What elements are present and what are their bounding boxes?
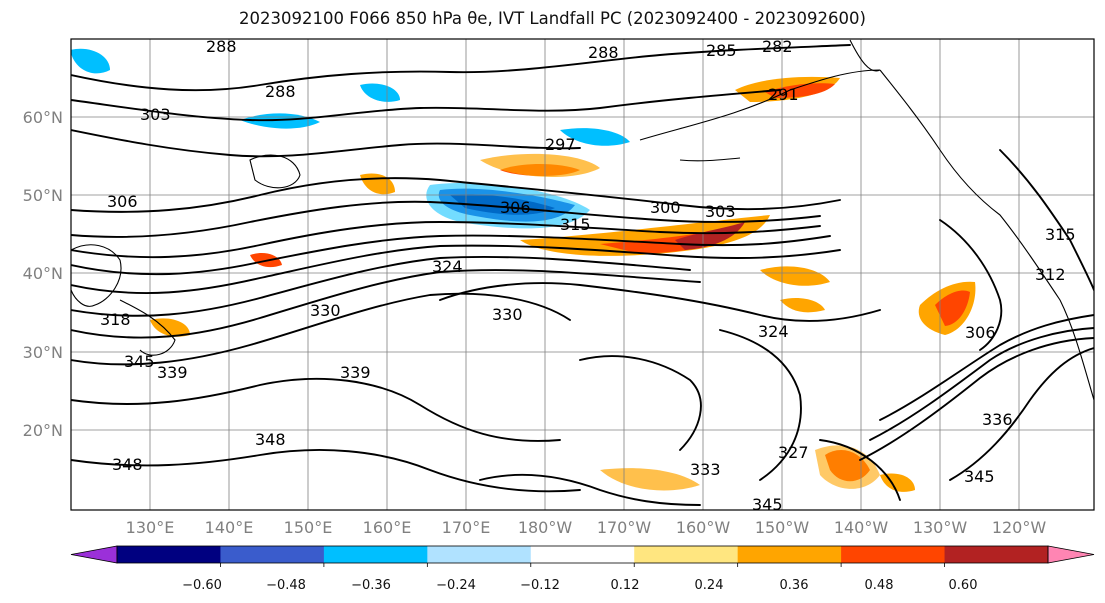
contour-label: 306 bbox=[500, 198, 531, 217]
colorbar-extend-min bbox=[70, 545, 118, 564]
lat-label: 30°N bbox=[23, 343, 63, 362]
colorbar-tick-label: 0.36 bbox=[780, 578, 809, 593]
colorbar-segment bbox=[530, 546, 635, 563]
colorbar-segment bbox=[220, 546, 325, 563]
longitude-labels: 130°E 140°E 150°E 160°E 170°E 180°W 170°… bbox=[126, 518, 1047, 537]
coastlines bbox=[71, 39, 1094, 401]
colorbar-segment bbox=[427, 546, 532, 563]
colorbar-labels: −0.60 −0.48 −0.36 −0.24 −0.12 0.12 0.24 … bbox=[182, 578, 977, 593]
colorbar-segment bbox=[323, 546, 428, 563]
lon-label: 170°E bbox=[442, 518, 491, 537]
lon-label: 170°W bbox=[597, 518, 652, 537]
lon-label: 120°W bbox=[992, 518, 1047, 537]
map-frame bbox=[70, 38, 1095, 511]
contour-label: 318 bbox=[100, 310, 131, 329]
contour-label: 315 bbox=[560, 215, 591, 234]
colorbar-segment bbox=[737, 546, 842, 563]
graticule bbox=[71, 39, 1094, 510]
lon-label: 130°W bbox=[913, 518, 968, 537]
contour-label: 303 bbox=[140, 105, 171, 124]
lat-label: 40°N bbox=[23, 264, 63, 283]
colorbar-outline bbox=[116, 545, 1049, 564]
colorbar-tick-label: −0.36 bbox=[351, 578, 391, 593]
contour-label: 291 bbox=[768, 85, 799, 104]
map-area bbox=[71, 39, 1094, 510]
contour-label: 306 bbox=[107, 192, 138, 211]
colorbar: −0.60 −0.48 −0.36 −0.24 −0.12 0.12 0.24 … bbox=[70, 545, 1095, 593]
contour-label: 345 bbox=[964, 467, 995, 486]
colorbar-segments bbox=[70, 545, 1095, 564]
lon-label: 140°E bbox=[205, 518, 254, 537]
colorbar-extend-max bbox=[1047, 545, 1095, 564]
contour-label: 348 bbox=[112, 455, 143, 474]
lat-label: 60°N bbox=[23, 108, 63, 127]
colorbar-tick-label: 0.60 bbox=[949, 578, 978, 593]
contour-label: 303 bbox=[705, 202, 736, 221]
contour-label: 336 bbox=[982, 410, 1013, 429]
contour-label: 306 bbox=[965, 323, 996, 342]
lon-label: 150°E bbox=[284, 518, 333, 537]
colorbar-tick-label: 0.12 bbox=[611, 578, 640, 593]
colorbar-tick-label: −0.48 bbox=[266, 578, 306, 593]
contour-label: 339 bbox=[157, 363, 188, 382]
lon-label: 180°W bbox=[518, 518, 573, 537]
contour-label: 339 bbox=[340, 363, 371, 382]
contour-label: 282 bbox=[762, 37, 793, 56]
map-title: 2023092100 F066 850 hPa θe, IVT Landfall… bbox=[239, 9, 866, 28]
lat-label: 50°N bbox=[23, 186, 63, 205]
contour-label: 288 bbox=[206, 37, 237, 56]
lon-label: 160°E bbox=[363, 518, 412, 537]
contour-label: 324 bbox=[758, 322, 789, 341]
contour-label: 312 bbox=[1035, 265, 1066, 284]
colorbar-segment bbox=[117, 546, 221, 563]
colorbar-segment bbox=[944, 546, 1049, 563]
colorbar-segment bbox=[634, 546, 739, 563]
contour-label: 345 bbox=[124, 352, 155, 371]
contour-label: 330 bbox=[310, 301, 341, 320]
contour-label: 300 bbox=[650, 198, 681, 217]
lon-label: 160°W bbox=[676, 518, 731, 537]
contour-label: 285 bbox=[706, 41, 737, 60]
latitude-labels: 20°N 30°N 40°N 50°N 60°N bbox=[23, 108, 63, 440]
colorbar-tick-label: 0.24 bbox=[695, 578, 724, 593]
lon-label: 150°W bbox=[755, 518, 810, 537]
lat-label: 20°N bbox=[23, 421, 63, 440]
colorbar-tick-label: −0.12 bbox=[520, 578, 560, 593]
contour-label: 288 bbox=[588, 43, 619, 62]
contour-label: 324 bbox=[432, 257, 463, 276]
colorbar-ticks bbox=[220, 563, 945, 567]
colorbar-segment bbox=[841, 546, 946, 563]
contour-label: 330 bbox=[492, 305, 523, 324]
lon-label: 130°E bbox=[126, 518, 175, 537]
contour-label: 315 bbox=[1045, 225, 1076, 244]
contour-labels: 288 285 282 288 288 303 306 306 300 303 … bbox=[100, 37, 1076, 514]
theta-e-contours bbox=[71, 44, 1094, 506]
colorbar-tick-label: −0.60 bbox=[182, 578, 222, 593]
map-content: 288 285 282 288 288 303 306 306 300 303 … bbox=[71, 37, 1094, 514]
contour-label: 345 bbox=[752, 495, 783, 514]
colorbar-tick-label: 0.48 bbox=[865, 578, 894, 593]
contour-label: 327 bbox=[778, 443, 809, 462]
contour-label: 288 bbox=[265, 82, 296, 101]
colorbar-tick-label: −0.24 bbox=[436, 578, 476, 593]
contour-label: 297 bbox=[545, 135, 576, 154]
contour-label: 348 bbox=[255, 430, 286, 449]
lon-label: 140°W bbox=[834, 518, 889, 537]
contour-label: 333 bbox=[690, 460, 721, 479]
